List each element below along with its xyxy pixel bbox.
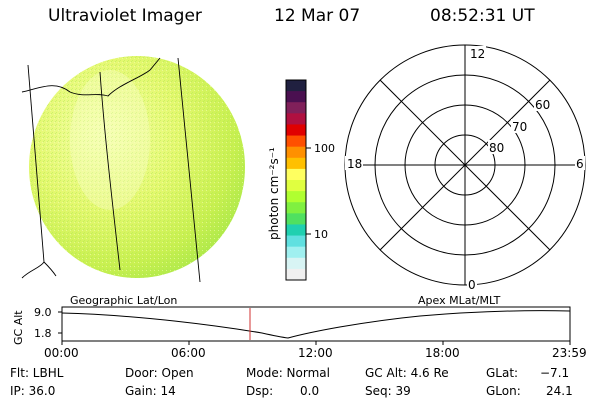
timeline-xtick-1800: 18:00 — [425, 346, 460, 360]
colorbar-segment — [286, 91, 306, 103]
colorbar-segment — [286, 102, 306, 114]
colorbar-tick-10: 10 — [314, 228, 328, 241]
polar-plot — [344, 44, 586, 286]
lat-label-70: 70 — [512, 120, 527, 134]
colorbar-segment — [286, 235, 306, 248]
colorbar-unit-label: photon cm⁻²s⁻¹ — [267, 147, 281, 240]
lat-label-60: 60 — [535, 98, 550, 112]
timeline-left-title: Geographic Lat/Lon — [70, 294, 177, 307]
colorbar-segment — [286, 124, 306, 137]
mlt-label-18: 18 — [347, 157, 362, 171]
status-glat-label: GLat: — [486, 366, 519, 380]
status-ip: IP: 36.0 — [10, 384, 56, 398]
timeline-ytick-top: 9.0 — [34, 306, 52, 319]
colorbar-border — [285, 79, 307, 281]
timeline-right-title: Apex MLat/MLT — [418, 294, 501, 307]
colorbar-segment — [286, 135, 306, 148]
colorbar-segment — [286, 213, 306, 225]
status-filter: Flt: LBHL — [10, 366, 64, 380]
status-dsp-label: Dsp: — [246, 384, 274, 398]
colorbar-segment — [286, 202, 306, 214]
status-seq: Seq: 39 — [365, 384, 411, 398]
timeline-xtick-1200: 12:00 — [298, 346, 333, 360]
colorbar-segment — [286, 191, 306, 203]
status-glat-value: −7.1 — [540, 366, 570, 380]
earth-disk-image — [21, 56, 245, 283]
timeline-ytick-bottom: 1.8 — [34, 327, 52, 340]
mlt-label-0: 0 — [468, 278, 476, 292]
colorbar-segment — [286, 157, 306, 170]
instrument-title: Ultraviolet Imager — [48, 6, 202, 26]
altitude-curve — [61, 310, 571, 339]
timeline-xtick-0000: 00:00 — [44, 346, 79, 360]
status-gc-alt: GC Alt: 4.6 Re — [365, 366, 449, 380]
colorbar — [285, 79, 307, 281]
colorbar-segment — [286, 146, 306, 159]
status-glon-value: 24.1 — [546, 384, 573, 398]
timeline-xtick-0600: 06:00 — [171, 346, 206, 360]
status-door: Door: Open — [125, 366, 194, 380]
status-glon-label: GLon: — [486, 384, 521, 398]
colorbar-segment — [286, 257, 306, 270]
status-mode: Mode: Normal — [246, 366, 330, 380]
observation-date: 12 Mar 07 — [274, 6, 361, 26]
colorbar-segment — [286, 224, 306, 237]
colorbar-segment — [286, 80, 306, 92]
colorbar-segment — [286, 168, 306, 181]
colorbar-segment — [286, 268, 306, 281]
lat-label-80: 80 — [489, 141, 504, 155]
status-gain: Gain: 14 — [125, 384, 176, 398]
timeline-ylabel: GC Alt — [12, 310, 25, 345]
colorbar-segment — [286, 180, 306, 192]
mlt-label-12: 12 — [470, 47, 485, 61]
colorbar-tick-100: 100 — [314, 142, 335, 155]
colorbar-segment — [286, 246, 306, 259]
colorbar-segment — [286, 113, 306, 125]
mlt-label-6: 6 — [576, 157, 584, 171]
timeline-xtick-2359: 23:59 — [552, 346, 587, 360]
status-dsp-value: 0.0 — [300, 384, 320, 398]
observation-time: 08:52:31 UT — [430, 6, 535, 26]
altitude-timeline — [58, 306, 571, 345]
